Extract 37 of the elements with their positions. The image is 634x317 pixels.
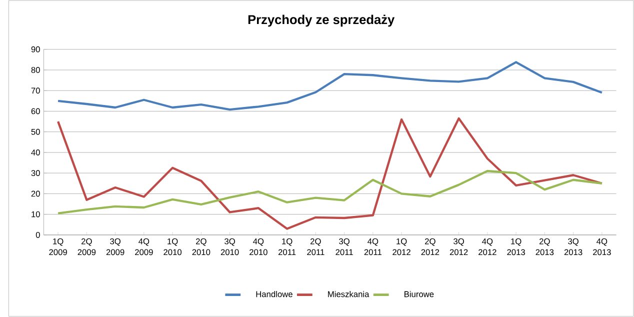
x-tick-label: 4Q 2011 (364, 238, 382, 256)
x-tick-label: 3Q 2013 (564, 238, 582, 256)
x-tick-label: 1Q 2013 (507, 238, 525, 256)
legend-label: Mieszkania (328, 291, 370, 298)
y-tick-label: 40 (31, 150, 40, 156)
y-tick-label: 30 (31, 170, 40, 176)
x-tick-label: 4Q 2010 (250, 238, 268, 256)
x-tick-label: 1Q 2011 (278, 238, 296, 256)
x-tick-label: 3Q 2012 (450, 238, 468, 256)
y-tick-label: 80 (31, 67, 40, 74)
x-tick-label: 4Q 2009 (135, 238, 153, 256)
legend-label: Biurowe (404, 291, 434, 298)
x-tick-label: 3Q 2010 (220, 238, 239, 256)
y-tick-label: 20 (31, 190, 40, 197)
line-series (56, 170, 604, 214)
x-tick-label: 2Q 2013 (536, 238, 554, 256)
y-tick-label: 70 (31, 88, 40, 94)
line-series (56, 61, 604, 111)
legend-label: Handlowe (256, 291, 292, 298)
x-tick-label: 2Q 2010 (192, 238, 210, 256)
y-tick-label: 10 (32, 211, 40, 218)
y-tick-label: 0 (36, 232, 40, 238)
y-tick-label: 50 (31, 128, 40, 135)
x-tick-label: 3Q 2009 (106, 238, 124, 256)
x-tick-label: 2Q 2009 (78, 238, 96, 256)
x-tick-label: 1Q 2010 (164, 238, 182, 256)
x-tick-label: 2Q 2012 (421, 238, 440, 256)
y-tick-label: 90 (31, 46, 40, 52)
x-tick-label: 4Q 2013 (593, 238, 611, 256)
line-series (56, 117, 604, 230)
x-tick-label: 3Q 2011 (336, 238, 353, 256)
x-tick-label: 4Q 2012 (478, 238, 496, 256)
x-tick-label: 1Q 2012 (392, 238, 410, 256)
y-tick-label: 60 (31, 108, 40, 114)
x-tick-label: 2Q 2011 (307, 238, 324, 256)
chart-title: Przychody ze sprzedaży (248, 14, 395, 27)
x-tick-label: 1Q 2009 (49, 238, 67, 256)
